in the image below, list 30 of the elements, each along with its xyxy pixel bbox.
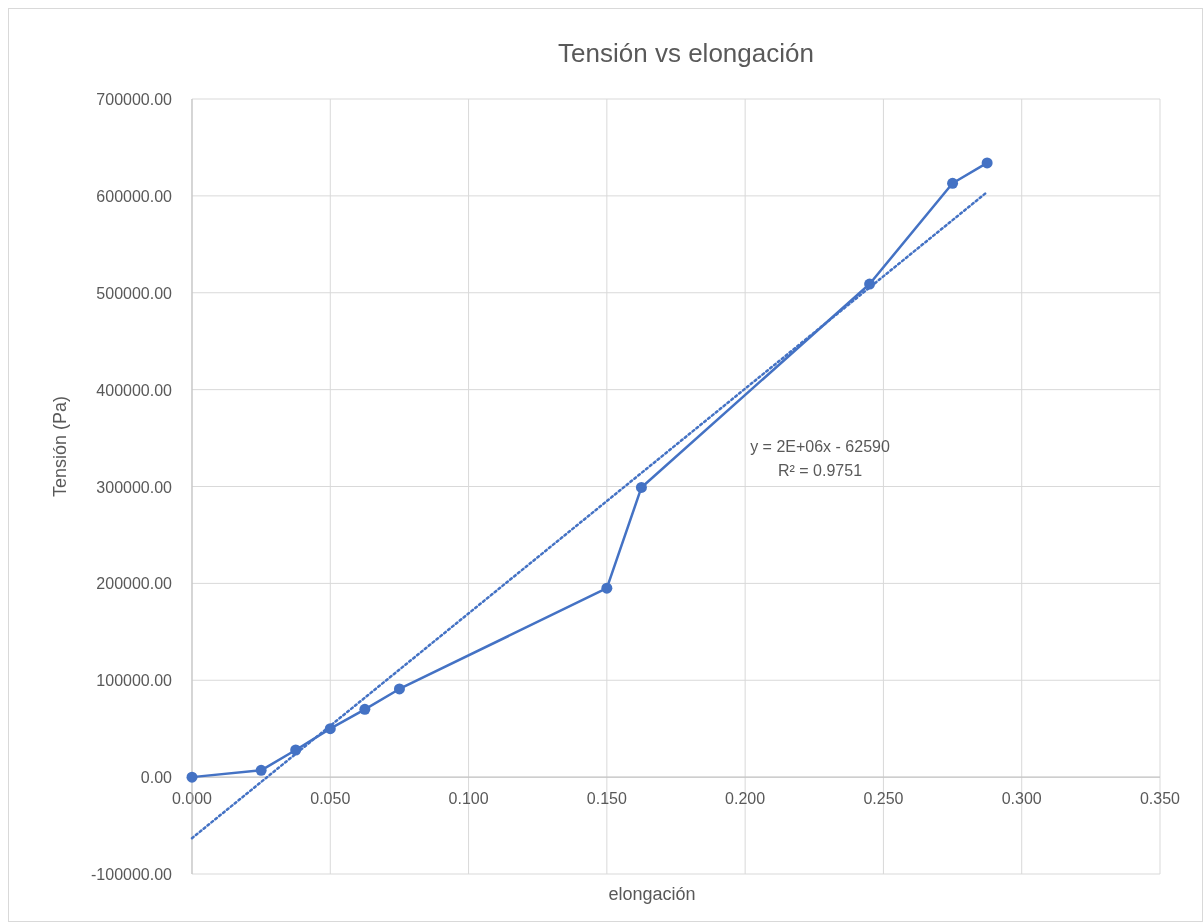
point	[635, 481, 647, 493]
annotation: y = 2E+06x - 62590	[750, 438, 890, 455]
x-tick-label: 0.100	[448, 790, 489, 808]
x-tick-label: 0.250	[863, 790, 904, 808]
point	[186, 771, 198, 783]
x-tick-label: 0.350	[1139, 790, 1181, 808]
point	[947, 177, 959, 189]
point	[255, 764, 267, 776]
x-tick-label: 0.200	[725, 790, 766, 808]
y-tick-label: 400000.00	[96, 381, 173, 399]
y-tick-label: -100000.00	[91, 866, 173, 883]
y-tick-label: 200000.00	[96, 575, 173, 593]
x-tick-label: 0.050	[310, 790, 351, 808]
x-axis-title: elongación	[608, 884, 696, 904]
point	[359, 703, 371, 715]
y-tick-label: 600000.00	[96, 187, 173, 205]
chart-title: Tensión vs elongación	[558, 38, 814, 68]
point	[601, 582, 613, 594]
x-tick-label: 0.150	[586, 790, 627, 808]
y-tick-label: 100000.00	[96, 672, 173, 690]
point	[981, 157, 993, 169]
x-tick-label: 0.000	[171, 790, 213, 808]
y-tick-label: 0.00	[140, 769, 173, 787]
y-tick-label: 500000.00	[96, 284, 173, 302]
annotation: R² = 0.9751	[777, 462, 863, 479]
point	[393, 683, 405, 695]
y-tick-label: 300000.00	[96, 478, 173, 496]
x-tick-label: 0.300	[1001, 790, 1042, 808]
y-tick-label: 700000.00	[96, 91, 173, 108]
y-axis-title: Tensión (Pa)	[50, 395, 70, 498]
